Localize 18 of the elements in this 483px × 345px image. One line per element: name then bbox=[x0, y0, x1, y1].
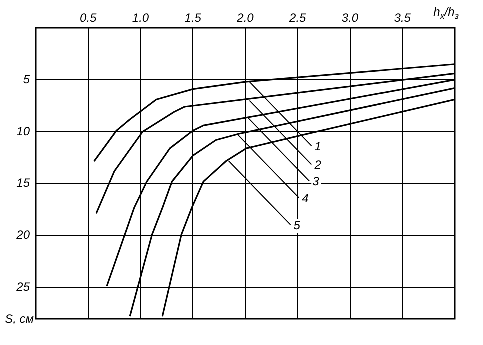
x-tick-label: 0.5 bbox=[80, 11, 98, 26]
y-tick-label: 5 bbox=[23, 72, 30, 86]
annotation: 5 bbox=[294, 218, 301, 232]
annotation: 4 bbox=[302, 191, 310, 206]
x-tick-label: 2.5 bbox=[288, 11, 307, 26]
annotation: 3 bbox=[312, 174, 320, 189]
y-tick-label: 10 bbox=[16, 124, 30, 138]
y-tick-label: 15 bbox=[16, 176, 30, 190]
x-tick-label: 1.5 bbox=[184, 11, 202, 26]
annotation: 1 bbox=[314, 139, 322, 154]
x-tick-label: 3.0 bbox=[342, 11, 359, 26]
annotation: 2 bbox=[314, 158, 322, 172]
x-tick-label: 2.0 bbox=[236, 11, 254, 26]
y-tick-label: 20 bbox=[16, 228, 30, 242]
x-tick-label: 1.0 bbox=[132, 11, 150, 26]
x-tick-label: 3.5 bbox=[394, 11, 412, 26]
y-axis-title: S, см bbox=[5, 312, 34, 326]
y-tick-label: 25 bbox=[16, 280, 30, 294]
